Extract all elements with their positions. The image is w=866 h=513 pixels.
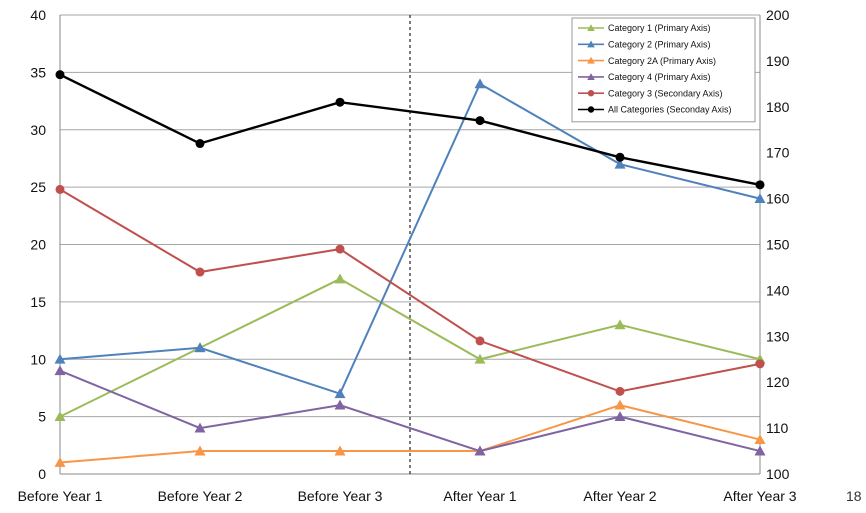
legend-label: Category 2A (Primary Axis)	[608, 56, 716, 66]
legend-box	[571, 17, 756, 123]
y-primary-tick-label: 40	[30, 7, 46, 23]
page-number: 18	[846, 488, 862, 504]
series-line	[59, 277, 761, 418]
legend-label: Category 2 (Primary Axis)	[608, 40, 711, 50]
data-point	[614, 319, 626, 330]
legend-entry: Category 2 (Primary Axis)	[578, 40, 711, 50]
data-point	[335, 97, 345, 107]
series-line	[59, 369, 761, 453]
y-secondary-tick-label: 110	[766, 420, 789, 436]
y-primary-tick-label: 10	[30, 351, 46, 367]
data-point	[334, 273, 346, 284]
data-point	[194, 422, 206, 433]
y-secondary-tick-label: 180	[766, 99, 790, 115]
data-point	[614, 411, 626, 422]
y-secondary-tick-label: 190	[766, 53, 790, 69]
data-point	[615, 152, 625, 162]
y-secondary-tick-label: 130	[766, 328, 790, 344]
x-tick-label: Before Year 2	[158, 488, 243, 504]
x-tick-label: After Year 2	[583, 488, 656, 504]
series-5	[55, 184, 765, 396]
data-point	[474, 353, 486, 364]
legend-label: Category 1 (Primary Axis)	[608, 23, 711, 33]
series-line	[59, 404, 761, 464]
data-point	[614, 158, 626, 169]
y-secondary-tick-label: 160	[766, 191, 790, 207]
x-tick-label: After Year 3	[723, 488, 796, 504]
y-primary-tick-label: 15	[30, 294, 46, 310]
data-point	[54, 365, 66, 376]
x-tick-label: After Year 1	[443, 488, 516, 504]
y-primary-tick-label: 20	[30, 237, 46, 253]
y-secondary-tick-label: 170	[766, 145, 790, 161]
legend-label: Category 3 (Secondary Axis)	[608, 88, 723, 98]
data-point	[755, 180, 765, 190]
data-point	[754, 193, 766, 203]
legend-marker	[587, 56, 595, 64]
data-point	[54, 457, 66, 467]
legend-entry: All Categories (Seconday Axis)	[578, 105, 732, 115]
legend-entry: Category 3 (Secondary Axis)	[578, 88, 723, 98]
y-primary-tick-label: 5	[38, 409, 46, 425]
data-point	[55, 184, 65, 194]
y-primary-tick-label: 30	[30, 122, 46, 138]
x-tick-label: Before Year 1	[18, 488, 103, 504]
data-point	[194, 445, 206, 456]
data-point	[614, 399, 626, 410]
data-point	[54, 353, 66, 364]
data-point	[194, 342, 206, 353]
y-secondary-tick-label: 200	[766, 7, 790, 23]
legend-entry: Category 1 (Primary Axis)	[578, 23, 711, 33]
y-primary-tick-label: 0	[38, 466, 46, 482]
data-point	[335, 244, 345, 254]
series-layer	[54, 70, 766, 467]
series-4	[54, 365, 766, 456]
series-6	[55, 70, 765, 190]
series-line	[59, 73, 761, 187]
y-primary-tick-label: 35	[30, 64, 46, 80]
y-primary-tick-label: 25	[30, 179, 46, 195]
series-line	[59, 188, 761, 393]
legend-marker	[587, 24, 595, 32]
legend-label: Category 4 (Primary Axis)	[608, 72, 711, 82]
legend-marker	[587, 90, 595, 97]
y-secondary-tick-label: 100	[766, 466, 790, 482]
data-point	[54, 411, 66, 422]
y-secondary-tick-label: 140	[766, 282, 790, 298]
data-point	[55, 70, 65, 80]
chart-legend: Category 1 (Primary Axis) Category 2 (Pri…	[571, 17, 756, 123]
y-secondary-tick-label: 150	[766, 237, 790, 253]
data-point	[754, 434, 766, 444]
data-point	[334, 388, 346, 399]
legend-entry: Category 4 (Primary Axis)	[578, 72, 711, 82]
data-point	[334, 399, 346, 410]
data-point	[615, 386, 625, 396]
data-point	[334, 445, 346, 456]
legend-entry: Category 2A (Primary Axis)	[578, 56, 716, 66]
legend-marker	[587, 40, 595, 48]
series-line	[59, 82, 761, 395]
series-2	[54, 78, 766, 399]
legend-marker	[587, 73, 595, 80]
data-point	[195, 139, 205, 149]
series-3	[54, 399, 766, 467]
legend-marker	[587, 106, 595, 113]
axis-layer: 0 5 10 15 20 25 30 35 40 100 110 120 130 140 150 160 170…	[18, 7, 797, 504]
y-secondary-tick-label: 120	[766, 374, 790, 390]
data-point	[754, 445, 766, 456]
x-tick-label: Before Year 3	[298, 488, 383, 504]
data-point	[474, 78, 486, 89]
legend-label: All Categories (Seconday Axis)	[608, 105, 732, 115]
data-point	[475, 116, 485, 126]
data-point	[475, 336, 485, 346]
data-point	[755, 359, 765, 369]
data-point	[195, 267, 205, 277]
data-point	[474, 445, 486, 456]
